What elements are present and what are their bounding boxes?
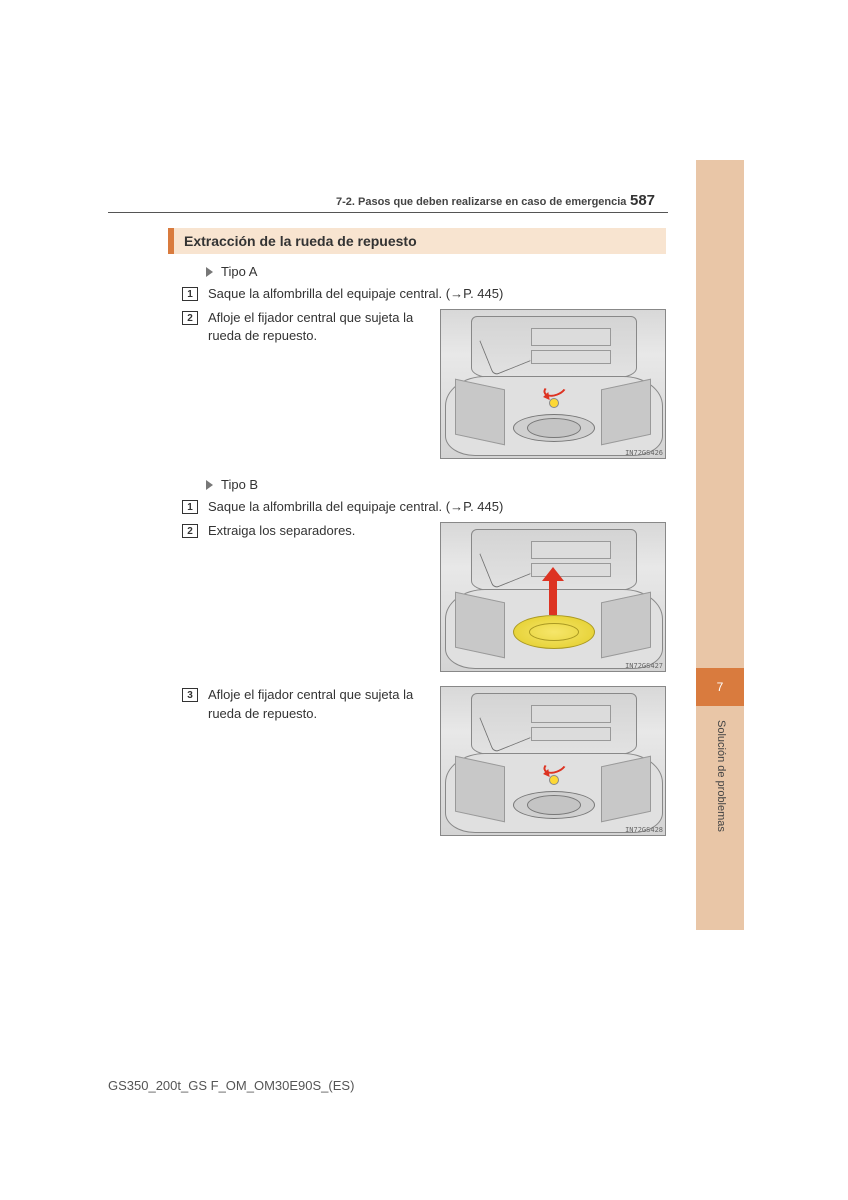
tipo-a-step-2-row: 2 Afloje el fijador central que sujeta l… <box>182 309 666 467</box>
triangle-bullet-icon <box>206 267 213 277</box>
header-divider <box>108 212 668 213</box>
section-heading: Extracción de la rueda de repuesto <box>168 228 666 254</box>
figure-tag: IN72GS428 <box>625 826 663 834</box>
step-number-box: 2 <box>182 524 198 538</box>
tipo-a-step-1: 1 Saque la alfombrilla del equipaje cent… <box>182 285 666 303</box>
trunk-diagram-tipo-b-loosen: IN72GS428 <box>440 686 666 836</box>
page-number: 587 <box>630 192 655 209</box>
tipo-b-step-3-row: 3 Afloje el fijador central que sujeta l… <box>182 686 666 844</box>
footer-document-code: GS350_200t_GS F_OM_OM30E90S_(ES) <box>108 1078 354 1093</box>
step-number-box: 3 <box>182 688 198 702</box>
breadcrumb: 7-2. Pasos que deben realizarse en caso … <box>336 196 626 208</box>
triangle-bullet-icon <box>206 480 213 490</box>
type-b-label-row: Tipo B <box>206 477 666 492</box>
figure-tag: IN72GS427 <box>625 662 663 670</box>
step-text: Saque la alfombrilla del equipaje centra… <box>208 285 503 303</box>
main-content: Extracción de la rueda de repuesto Tipo … <box>168 228 666 850</box>
step-text: Saque la alfombrilla del equipaje centra… <box>208 498 503 516</box>
step-number-box: 1 <box>182 500 198 514</box>
step-text: Extraiga los separadores. <box>208 522 355 680</box>
tipo-b-step-2-row: 2 Extraiga los separadores. IN72GS427 <box>182 522 666 680</box>
trunk-diagram-tipo-b-separators: IN72GS427 <box>440 522 666 672</box>
step-text: Afloje el fijador central que sujeta la … <box>208 309 418 467</box>
type-b-label: Tipo B <box>221 477 258 492</box>
tipo-b-step-1: 1 Saque la alfombrilla del equipaje cent… <box>182 498 666 516</box>
chapter-number-tab: 7 <box>696 668 744 706</box>
chapter-side-label: Solución de problemas <box>715 720 727 832</box>
figure-tag: IN72GS426 <box>625 449 663 457</box>
trunk-diagram-tipo-a: IN72GS426 <box>440 309 666 459</box>
step-number-box: 1 <box>182 287 198 301</box>
type-a-label-row: Tipo A <box>206 264 666 279</box>
step-number-box: 2 <box>182 311 198 325</box>
step-text: Afloje el fijador central que sujeta la … <box>208 686 418 844</box>
up-arrow-icon <box>549 579 557 615</box>
type-a-label: Tipo A <box>221 264 257 279</box>
